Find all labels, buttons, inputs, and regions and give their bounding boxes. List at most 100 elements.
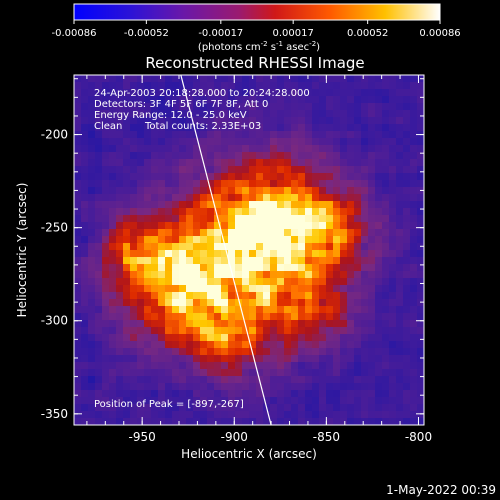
- heatmap-cell: [242, 271, 250, 279]
- heatmap-cell: [354, 236, 362, 244]
- heatmap-cell: [403, 348, 411, 356]
- heatmap-cell: [284, 257, 292, 265]
- heatmap-cell: [389, 411, 397, 419]
- heatmap-cell: [102, 313, 110, 321]
- heatmap-cell: [361, 313, 369, 321]
- heatmap-cell: [340, 390, 348, 398]
- heatmap-cell: [151, 250, 159, 258]
- heatmap-cell: [396, 124, 404, 132]
- heatmap-cell: [319, 320, 327, 328]
- heatmap-cell: [354, 243, 362, 251]
- heatmap-cell: [417, 82, 424, 90]
- heatmap-cell: [326, 271, 334, 279]
- heatmap-cell: [277, 327, 285, 335]
- heatmap-cell: [193, 103, 201, 111]
- heatmap-cell: [109, 110, 117, 118]
- heatmap-cell: [298, 418, 306, 425]
- heatmap-cell: [95, 376, 103, 384]
- heatmap-cell: [389, 264, 397, 272]
- heatmap-cell: [291, 313, 299, 321]
- heatmap-cell: [417, 397, 424, 405]
- heatmap-cell: [361, 89, 369, 97]
- heatmap-cell: [193, 201, 201, 209]
- heatmap-cell: [361, 243, 369, 251]
- heatmap-cell: [312, 362, 320, 370]
- heatmap-cell: [270, 96, 278, 104]
- heatmap-cell: [102, 117, 110, 125]
- heatmap-cell: [291, 250, 299, 258]
- heatmap-cell: [109, 348, 117, 356]
- heatmap-cell: [396, 327, 404, 335]
- heatmap-cell: [151, 152, 159, 160]
- heatmap-cell: [200, 131, 208, 139]
- heatmap-cell: [298, 250, 306, 258]
- heatmap-cell: [319, 418, 327, 425]
- heatmap-cell: [172, 362, 180, 370]
- heatmap-cell: [417, 362, 424, 370]
- y-tick-label: -300: [41, 314, 68, 328]
- heatmap-cell: [193, 89, 201, 97]
- heatmap-cell: [417, 159, 424, 167]
- heatmap-cell: [116, 152, 124, 160]
- heatmap-cell: [347, 208, 355, 216]
- heatmap-cell: [74, 369, 82, 377]
- heatmap-cell: [165, 306, 173, 314]
- heatmap-cell: [333, 180, 341, 188]
- heatmap-cell: [263, 166, 271, 174]
- heatmap-cell: [368, 376, 376, 384]
- heatmap-cell: [242, 348, 250, 356]
- heatmap-cell: [263, 201, 271, 209]
- heatmap-cell: [95, 327, 103, 335]
- heatmap-cell: [179, 166, 187, 174]
- heatmap-cell: [221, 299, 229, 307]
- heatmap-cell: [256, 110, 264, 118]
- heatmap-cell: [347, 82, 355, 90]
- heatmap-cell: [95, 271, 103, 279]
- heatmap-cell: [137, 418, 145, 425]
- heatmap-cell: [270, 194, 278, 202]
- heatmap-cell: [186, 166, 194, 174]
- heatmap-cell: [116, 327, 124, 335]
- heatmap-cell: [305, 264, 313, 272]
- heatmap-cell: [326, 411, 334, 419]
- heatmap-cell: [179, 229, 187, 237]
- heatmap-cell: [130, 383, 138, 391]
- heatmap-cell: [200, 341, 208, 349]
- heatmap-cell: [151, 411, 159, 419]
- heatmap-cell: [130, 236, 138, 244]
- heatmap-cell: [137, 138, 145, 146]
- heatmap-cell: [116, 215, 124, 223]
- heatmap-cell: [235, 159, 243, 167]
- heatmap-cell: [417, 257, 424, 265]
- heatmap-cell: [319, 124, 327, 132]
- heatmap-cell: [333, 348, 341, 356]
- heatmap-cell: [95, 264, 103, 272]
- heatmap-cell: [256, 173, 264, 181]
- heatmap-cell: [361, 292, 369, 300]
- heatmap-cell: [396, 271, 404, 279]
- heatmap-cell: [375, 208, 383, 216]
- heatmap-cell: [305, 334, 313, 342]
- heatmap-cell: [333, 208, 341, 216]
- heatmap-cell: [368, 362, 376, 370]
- heatmap-cell: [326, 201, 334, 209]
- heatmap-cell: [249, 208, 257, 216]
- heatmap-cell: [368, 75, 376, 83]
- heatmap-cell: [375, 103, 383, 111]
- heatmap-cell: [354, 138, 362, 146]
- heatmap-cell: [403, 404, 411, 412]
- heatmap-cell: [417, 215, 424, 223]
- heatmap-cell: [354, 222, 362, 230]
- heatmap-cell: [410, 411, 418, 419]
- heatmap-cell: [158, 208, 166, 216]
- heatmap-cell: [361, 229, 369, 237]
- heatmap-cell: [319, 159, 327, 167]
- heatmap-cell: [396, 320, 404, 328]
- heatmap-cell: [361, 355, 369, 363]
- heatmap-cell: [263, 89, 271, 97]
- heatmap-cell: [347, 243, 355, 251]
- heatmap-cell: [116, 404, 124, 412]
- heatmap-cell: [389, 355, 397, 363]
- heatmap-cell: [130, 82, 138, 90]
- heatmap-cell: [347, 124, 355, 132]
